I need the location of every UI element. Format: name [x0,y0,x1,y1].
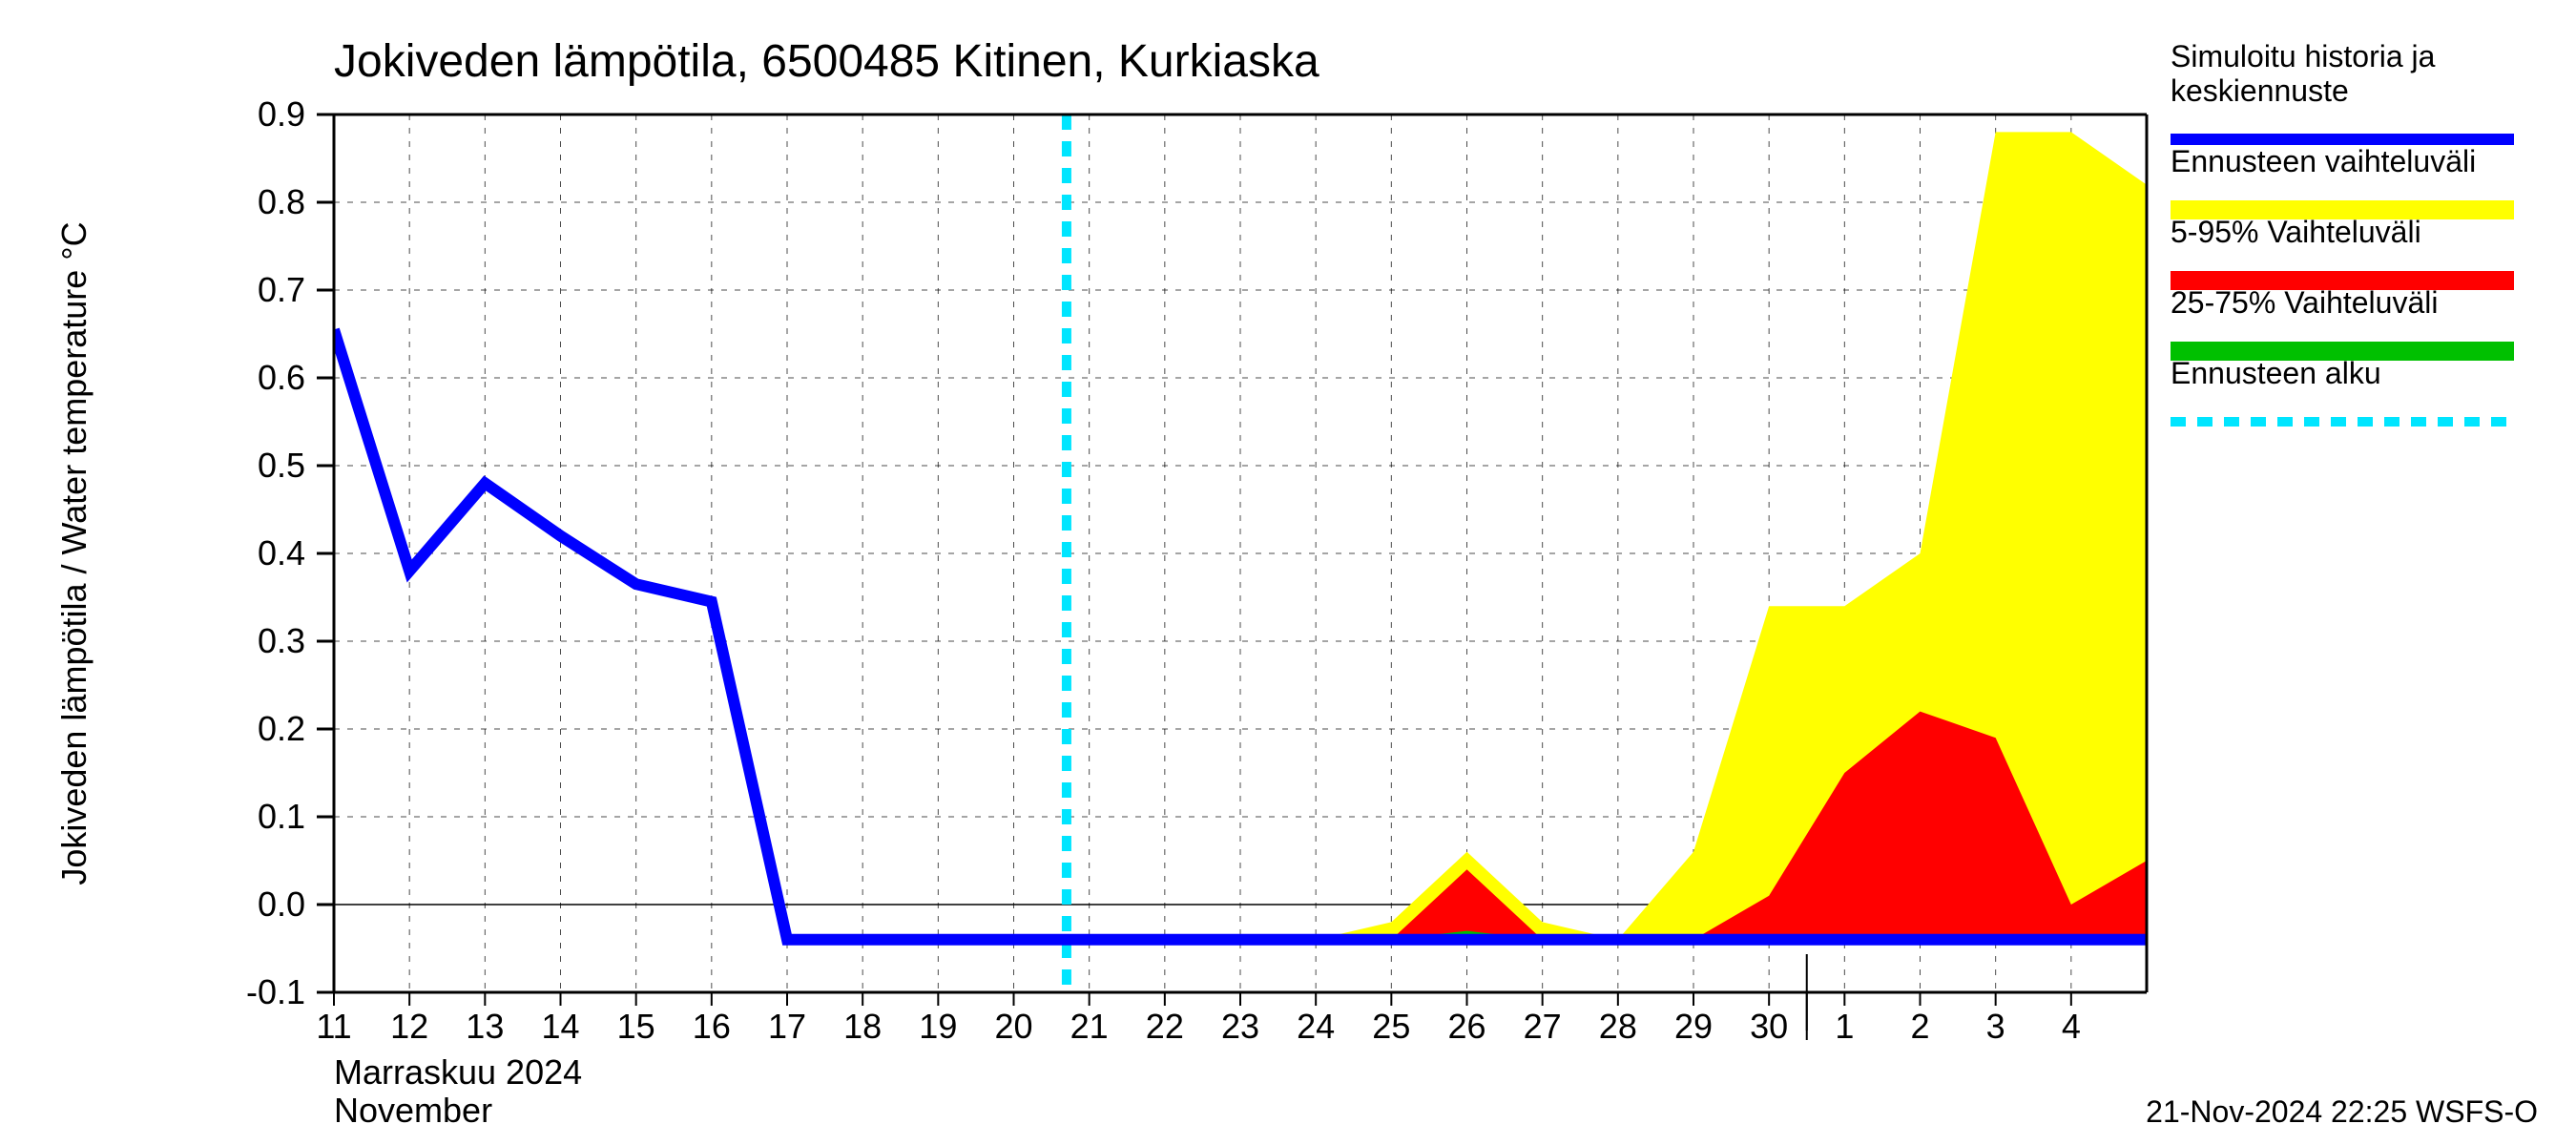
x-tick-label: 16 [693,1007,731,1046]
y-tick-label: 0.4 [258,533,305,572]
x-tick-label: 29 [1674,1007,1713,1046]
x-tick-label: 23 [1221,1007,1259,1046]
legend-label: 5-95% Vaihteluväli [2171,215,2421,249]
x-tick-label: 1 [1835,1007,1854,1046]
x-tick-label: 25 [1372,1007,1410,1046]
x-tick-label: 20 [994,1007,1032,1046]
water-temperature-chart: -0.10.00.10.20.30.40.50.60.70.80.9111213… [0,0,2576,1145]
legend-label: Ennusteen vaihteluväli [2171,144,2476,178]
y-tick-label: 0.7 [258,270,305,309]
legend-label: 25-75% Vaihteluväli [2171,285,2438,320]
x-tick-label: 12 [390,1007,428,1046]
y-tick-label: 0.2 [258,709,305,748]
x-tick-label: 26 [1447,1007,1485,1046]
y-tick-label: 0.3 [258,621,305,660]
x-tick-label: 24 [1297,1007,1335,1046]
chart-footer-timestamp: 21-Nov-2024 22:25 WSFS-O [2146,1094,2538,1129]
x-tick-label: 18 [843,1007,882,1046]
y-tick-label: 0.8 [258,182,305,221]
legend-label: keskiennuste [2171,73,2349,108]
x-tick-label: 11 [316,1007,351,1046]
x-tick-label: 22 [1146,1007,1184,1046]
y-tick-label: 0.1 [258,797,305,836]
y-tick-label: -0.1 [246,972,305,1011]
x-tick-label: 2 [1910,1007,1929,1046]
y-tick-label: 0.0 [258,885,305,924]
legend-label: Ennusteen alku [2171,356,2381,390]
y-axis-label: Jokiveden lämpötila / Water temperature … [54,221,93,885]
x-tick-label: 15 [617,1007,655,1046]
x-tick-label: 21 [1070,1007,1109,1046]
x-tick-label: 19 [919,1007,957,1046]
x-tick-label: 3 [1986,1007,2005,1046]
y-tick-label: 0.6 [258,358,305,397]
x-tick-label: 13 [466,1007,504,1046]
legend-label: Simuloitu historia ja [2171,39,2436,73]
y-tick-label: 0.9 [258,94,305,134]
x-tick-label: 30 [1750,1007,1788,1046]
chart-title: Jokiveden lämpötila, 6500485 Kitinen, Ku… [334,36,1319,87]
x-tick-label: 27 [1524,1007,1562,1046]
x-axis-month-label-en: November [334,1091,492,1130]
x-tick-label: 17 [768,1007,806,1046]
x-tick-label: 28 [1599,1007,1637,1046]
y-tick-label: 0.5 [258,446,305,485]
x-axis-month-label-fi: Marraskuu 2024 [334,1052,582,1092]
x-tick-label: 14 [541,1007,579,1046]
x-tick-label: 4 [2062,1007,2081,1046]
